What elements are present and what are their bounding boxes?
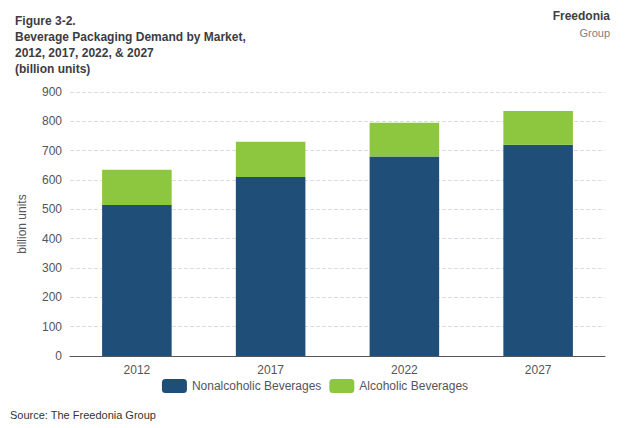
svg-text:Freedonia: Freedonia bbox=[553, 9, 611, 23]
svg-text:2027: 2027 bbox=[525, 363, 552, 377]
svg-text:2012: 2012 bbox=[124, 363, 151, 377]
svg-text:200: 200 bbox=[42, 290, 62, 304]
svg-text:100: 100 bbox=[42, 320, 62, 334]
svg-text:800: 800 bbox=[42, 114, 62, 128]
svg-text:billion units: billion units bbox=[15, 194, 29, 253]
svg-text:Beverage Packaging Demand by M: Beverage Packaging Demand by Market, bbox=[15, 30, 246, 44]
svg-text:2022: 2022 bbox=[391, 363, 418, 377]
svg-text:Alcoholic Beverages: Alcoholic Beverages bbox=[359, 379, 468, 393]
svg-text:Group: Group bbox=[579, 27, 610, 39]
svg-text:2017: 2017 bbox=[257, 363, 284, 377]
svg-text:Nonalcoholic Beverages: Nonalcoholic Beverages bbox=[192, 379, 321, 393]
svg-text:(billion units): (billion units) bbox=[15, 62, 90, 76]
svg-text:0: 0 bbox=[55, 349, 62, 363]
svg-text:300: 300 bbox=[42, 261, 62, 275]
svg-text:600: 600 bbox=[42, 173, 62, 187]
svg-text:Figure 3-2.: Figure 3-2. bbox=[15, 14, 76, 28]
svg-text:700: 700 bbox=[42, 144, 62, 158]
svg-text:500: 500 bbox=[42, 202, 62, 216]
svg-text:2012, 2017, 2022, & 2027: 2012, 2017, 2022, & 2027 bbox=[15, 46, 154, 60]
svg-text:900: 900 bbox=[42, 85, 62, 99]
svg-text:Source: The Freedonia Group: Source: The Freedonia Group bbox=[10, 409, 156, 421]
svg-text:400: 400 bbox=[42, 232, 62, 246]
